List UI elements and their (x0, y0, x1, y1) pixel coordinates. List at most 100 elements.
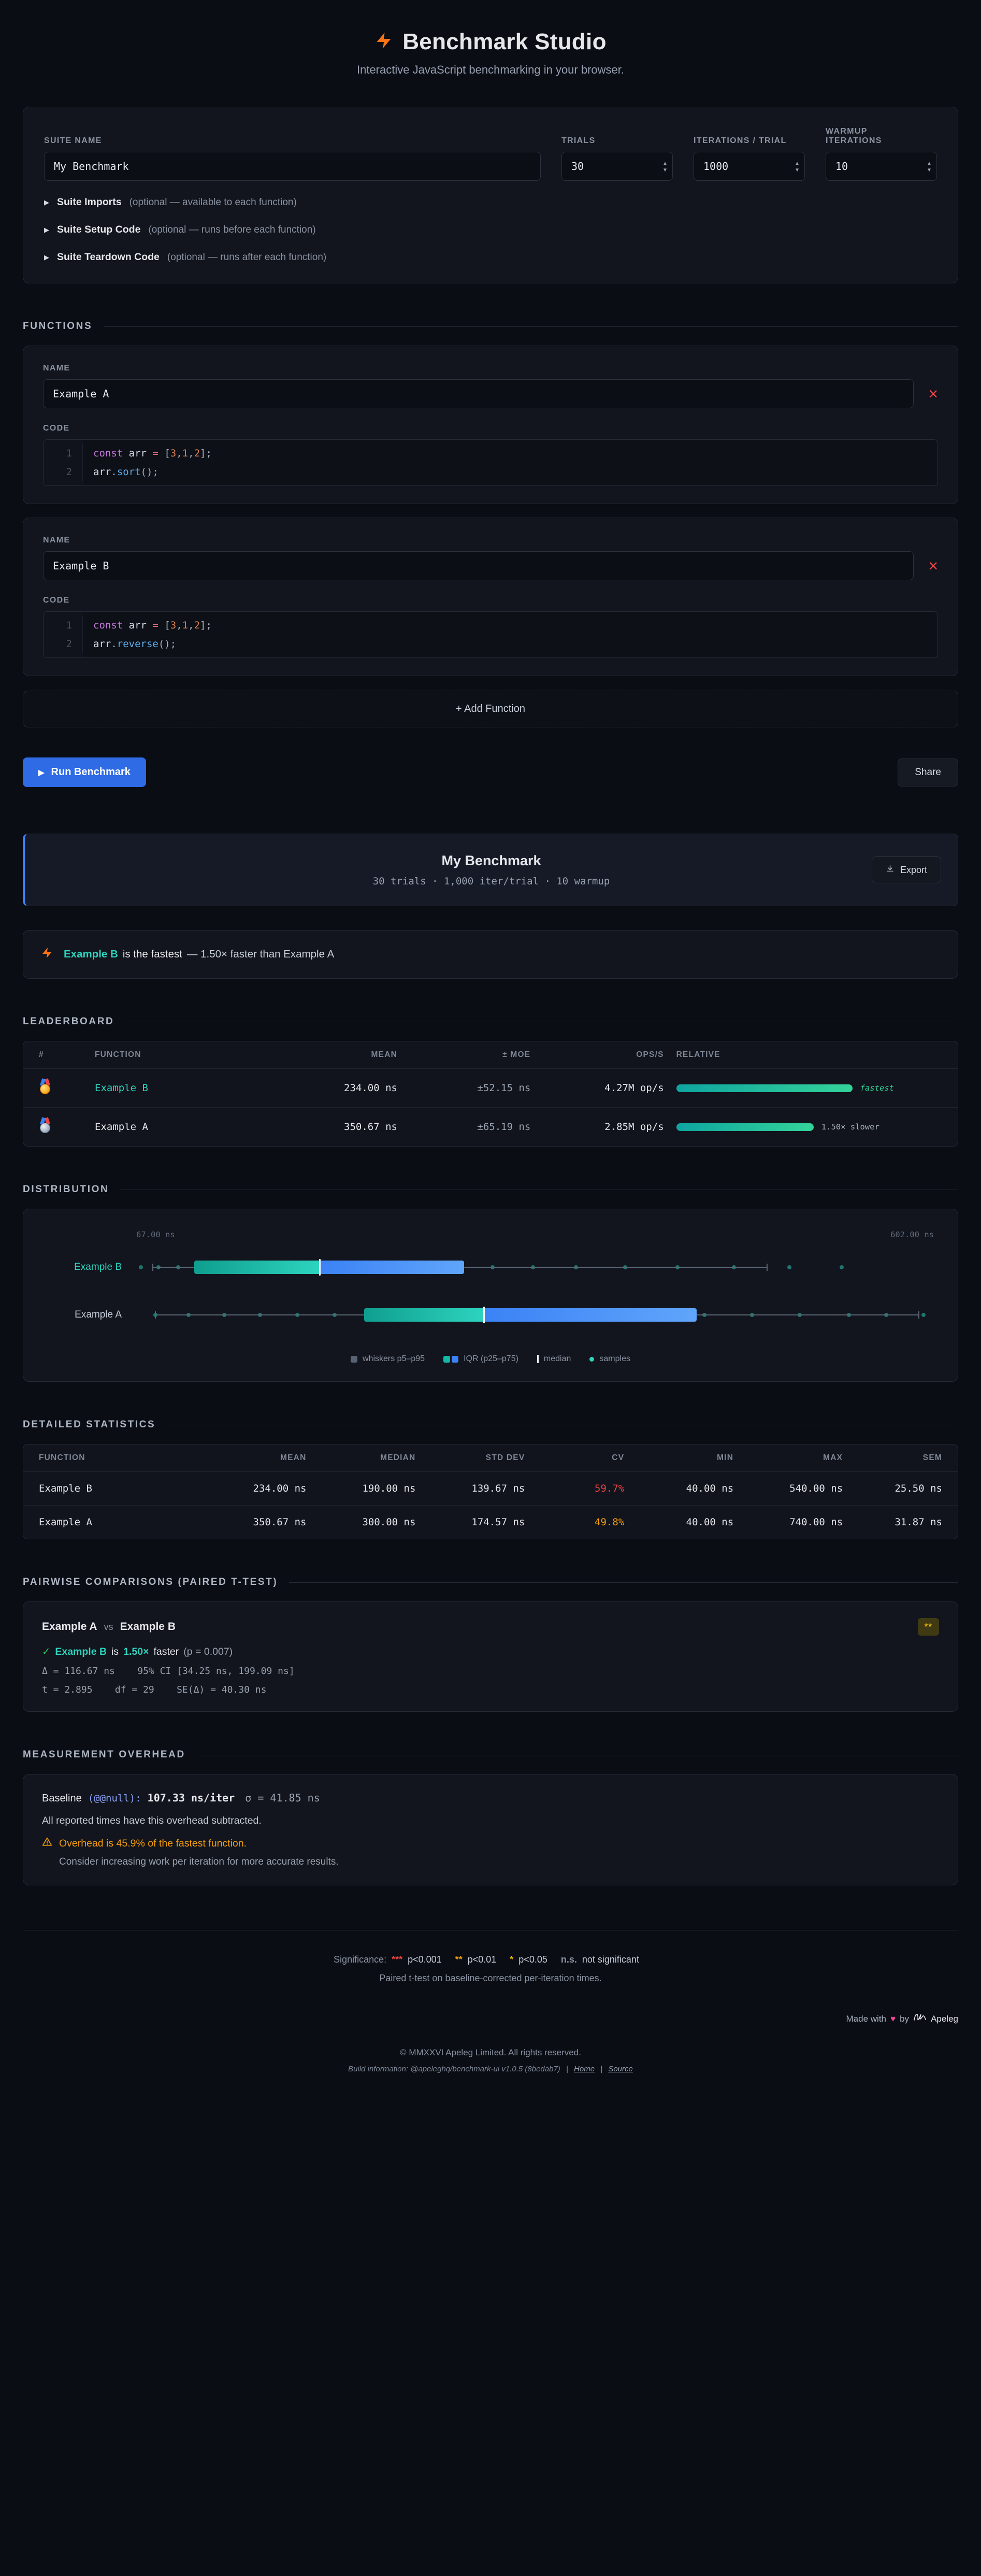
results-meta: 30 trials · 1,000 iter/trial · 10 warmup (372, 876, 610, 887)
stats-function-name: Example B (39, 1483, 92, 1494)
trials-label: TRIALS (561, 136, 596, 145)
stats-row: Example A 350.67 ns 300.00 ns 174.57 ns 49.8… (23, 1505, 958, 1539)
pairwise-left-function: Example A (42, 1621, 97, 1633)
sample-dot (787, 1265, 791, 1269)
leaderboard-column-header: OPS/S (636, 1050, 664, 1059)
stats-max: 740.00 ns (789, 1516, 843, 1528)
function-name-row: × (43, 551, 938, 580)
code-line: 2 arr.reverse(); (44, 635, 937, 653)
detailed-statistics-table: FUNCTION MEAN MEDIAN STD DEV CV MIN MAX SEM Exa… (23, 1444, 958, 1539)
trials-stepper-icon[interactable]: ▴ ▾ (663, 159, 667, 174)
function-cards-list: NAME × CODE 1 const arr = [3,1,2]; 2 arr.sort(… (23, 346, 958, 676)
samples-swatch-icon (589, 1356, 595, 1362)
pairwise-t-line: t = 2.895 df = 29 SE(Δ) = 40.30 ns (42, 1684, 267, 1695)
iterations-stepper-icon[interactable]: ▴ ▾ (795, 159, 799, 174)
stats-body: Example B 234.00 ns 190.00 ns 139.67 ns 59.7… (23, 1472, 958, 1539)
warmup-input[interactable] (826, 152, 937, 181)
significance-legend: Significance: *** p<0.001 ** p<0.01 * p<0.05 n… (23, 1954, 958, 1965)
leaderboard-relative: fastest (676, 1083, 942, 1093)
code-editor[interactable]: 1 const arr = [3,1,2]; 2 arr.reverse(); (43, 611, 938, 658)
distribution-series-label: Example B (74, 1262, 122, 1272)
relative-bar (676, 1084, 853, 1092)
run-benchmark-button[interactable]: ▶ Run Benchmark (23, 757, 146, 787)
suite-collapsible-0[interactable]: ▶ Suite Imports (optional — available to e… (44, 196, 937, 208)
remove-function-button[interactable]: × (928, 556, 938, 575)
function-name-label: NAME (43, 536, 70, 545)
by-text: by (900, 2013, 910, 2024)
distribution-section-heading: DISTRIBUTION (23, 1184, 958, 1195)
line-number: 2 (44, 635, 83, 653)
heading-rule (104, 326, 958, 327)
code-line: 1 const arr = [3,1,2]; (44, 444, 937, 463)
overhead-warning-line: Overhead is 45.9% of the fastest functio… (42, 1837, 939, 1850)
function-name-input[interactable] (43, 551, 914, 580)
legend-label: median (543, 1354, 571, 1363)
benchmark-studio-app: Benchmark Studio Interactive JavaScript … (23, 29, 958, 2073)
iterations-field: ITERATIONS / TRIAL ▴▾ (694, 136, 805, 181)
significance-symbol: n.s. (560, 1954, 577, 1965)
collapsible-title: Suite Teardown Code (57, 251, 160, 263)
suite-name-input[interactable] (44, 152, 541, 181)
function-code-label: CODE (43, 424, 70, 433)
function-name-label: NAME (43, 364, 70, 373)
build-prefix: Build information: (348, 2065, 409, 2073)
suite-collapsible-1[interactable]: ▶ Suite Setup Code (optional — runs before… (44, 224, 937, 236)
fastest-function-name: Example B (64, 948, 118, 960)
remove-function-button[interactable]: × (928, 384, 938, 403)
build-info-line: Build information: @apeleghq/benchmark-u… (23, 2065, 958, 2073)
sample-dot (839, 1265, 844, 1269)
stats-mean: 350.67 ns (253, 1516, 307, 1528)
stats-heading-text: DETAILED STATISTICS (23, 1419, 156, 1430)
pairwise-winner: Example B (55, 1646, 107, 1657)
code-text: arr.sort(); (93, 466, 158, 478)
leaderboard-rank (39, 1078, 82, 1097)
function-card-1: NAME × CODE 1 const arr = [3,1,2]; 2 arr.rever… (23, 518, 958, 676)
leaderboard-column-header: ± MOE (502, 1050, 531, 1059)
export-button[interactable]: Export (871, 856, 941, 883)
source-link[interactable]: Source (608, 2065, 633, 2073)
collapsible-title: Suite Imports (57, 196, 122, 208)
measurement-overhead-card: Baseline (@@null): 107.33 ns/iter σ = 41… (23, 1774, 958, 1885)
leaderboard-rank (39, 1117, 82, 1136)
overhead-note: All reported times have this overhead su… (42, 1815, 262, 1826)
suite-config-card: SUITE NAME TRIALS ▴▾ ITERATIONS / TRIAL … (23, 107, 958, 283)
stats-mean: 234.00 ns (253, 1483, 307, 1494)
medal-silver-icon (39, 1117, 51, 1133)
copyright-line: © MMXXVI Apeleg Limited. All rights rese… (400, 2048, 581, 2057)
iqr-box-high (320, 1261, 465, 1274)
home-link[interactable]: Home (574, 2065, 595, 2073)
app-logo-bolt-icon (374, 31, 393, 53)
collapsible-title: Suite Setup Code (57, 224, 141, 235)
trials-input[interactable] (561, 152, 673, 181)
distribution-axis-row: 67.00 ns 602.00 ns (47, 1230, 934, 1239)
add-function-button[interactable]: + Add Function (23, 691, 958, 727)
trials-field: TRIALS ▴▾ (561, 136, 673, 181)
warmup-stepper-icon[interactable]: ▴ ▾ (927, 159, 931, 174)
suite-collapsible-2[interactable]: ▶ Suite Teardown Code (optional — runs aft… (44, 251, 937, 263)
warning-icon (42, 1837, 52, 1850)
share-button[interactable]: Share (898, 758, 958, 786)
stats-max: 540.00 ns (789, 1483, 843, 1494)
iterations-input[interactable] (694, 152, 805, 181)
legend-label: IQR (p25–p75) (464, 1354, 518, 1363)
code-editor[interactable]: 1 const arr = [3,1,2]; 2 arr.sort(); (43, 439, 938, 486)
suite-name-label: SUITE NAME (44, 136, 102, 145)
significance-symbol: *** (392, 1954, 403, 1965)
results-title: My Benchmark (441, 853, 541, 868)
leaderboard-column-header: # (39, 1050, 44, 1059)
stats-section-heading: DETAILED STATISTICS (23, 1419, 958, 1430)
stats-min: 40.00 ns (686, 1483, 734, 1494)
leaderboard-row: Example A 350.67 ns ±65.19 ns 2.85M op/s 1.5… (23, 1107, 958, 1146)
significance-label: Significance: (334, 1954, 387, 1965)
medal-gold-icon (39, 1078, 51, 1094)
function-name-input[interactable] (43, 379, 914, 408)
whisker-cap (766, 1264, 768, 1271)
overhead-section-heading: MEASUREMENT OVERHEAD (23, 1749, 958, 1761)
collapsible-hint: (optional — runs after each function) (167, 251, 327, 263)
play-icon: ▶ (38, 768, 45, 777)
distribution-legend: whiskers p5–p95 IQR (p25–p75) median sample… (47, 1354, 934, 1364)
leaderboard-column-header: RELATIVE (676, 1050, 720, 1059)
leaderboard-table: # FUNCTION MEAN ± MOE OPS/S RELATIVE Example … (23, 1041, 958, 1147)
fastest-callout-text: Example B is the fastest — 1.50× faster … (64, 948, 334, 961)
run-benchmark-label: Run Benchmark (51, 766, 131, 778)
